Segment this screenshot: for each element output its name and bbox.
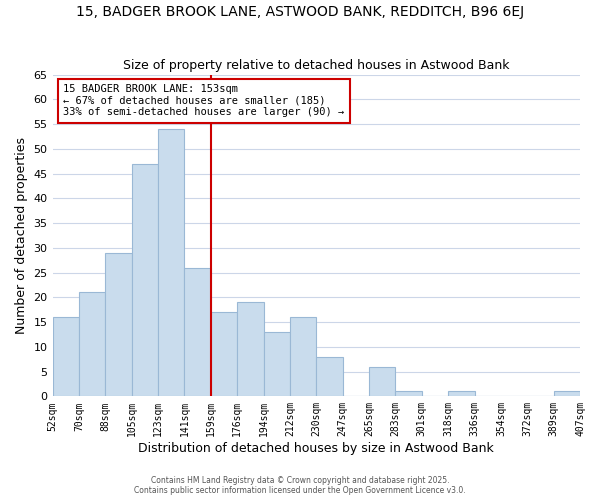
Text: 15, BADGER BROOK LANE, ASTWOOD BANK, REDDITCH, B96 6EJ: 15, BADGER BROOK LANE, ASTWOOD BANK, RED…	[76, 5, 524, 19]
Title: Size of property relative to detached houses in Astwood Bank: Size of property relative to detached ho…	[123, 59, 509, 72]
Bar	[290, 317, 316, 396]
Bar	[448, 392, 475, 396]
Bar	[131, 164, 158, 396]
Bar	[395, 392, 422, 396]
Bar	[184, 268, 211, 396]
Bar	[237, 302, 263, 396]
Bar	[158, 129, 184, 396]
X-axis label: Distribution of detached houses by size in Astwood Bank: Distribution of detached houses by size …	[139, 442, 494, 455]
Bar	[316, 356, 343, 397]
Bar	[79, 292, 105, 397]
Bar	[211, 312, 237, 396]
Text: 15 BADGER BROOK LANE: 153sqm
← 67% of detached houses are smaller (185)
33% of s: 15 BADGER BROOK LANE: 153sqm ← 67% of de…	[63, 84, 344, 117]
Bar	[53, 317, 79, 396]
Text: Contains HM Land Registry data © Crown copyright and database right 2025.
Contai: Contains HM Land Registry data © Crown c…	[134, 476, 466, 495]
Bar	[263, 332, 290, 396]
Bar	[554, 392, 580, 396]
Y-axis label: Number of detached properties: Number of detached properties	[15, 137, 28, 334]
Bar	[105, 253, 131, 396]
Bar	[369, 366, 395, 396]
